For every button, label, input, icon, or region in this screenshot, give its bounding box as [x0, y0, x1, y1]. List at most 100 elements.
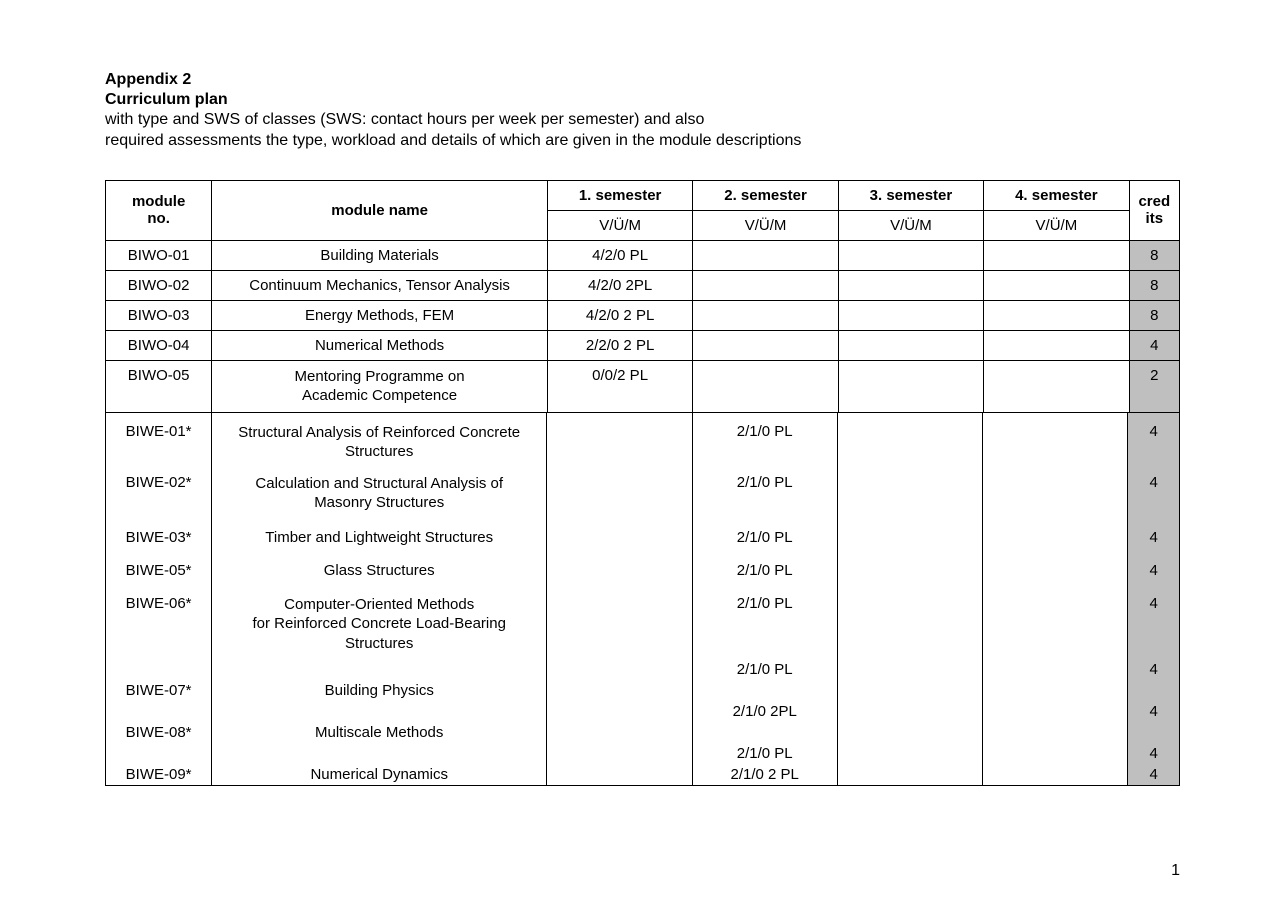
cell-sem2 [693, 300, 838, 330]
cell-module-no [106, 701, 212, 722]
cell-sem2: 2/1/0 PL [693, 519, 838, 552]
cell-module-no: BIWE-05* [106, 552, 212, 585]
cell-sem2: 2/1/0 PL [693, 552, 838, 585]
cell-module-name [212, 701, 547, 722]
cell-sem1: 4/2/0 2 PL [547, 300, 692, 330]
cell-sem1: 4/2/0 2PL [547, 270, 692, 300]
table-row: 2/1/0 PL4 [106, 743, 1179, 764]
col-credits: cred its [1129, 180, 1179, 240]
cell-module-no [106, 743, 212, 764]
table-row: BIWE-03*Timber and Lightweight Structure… [106, 519, 1179, 552]
cell-sem4 [984, 240, 1129, 270]
cell-module-name: Continuum Mechanics, Tensor Analysis [212, 270, 548, 300]
appendix-title: Appendix 2 [105, 70, 1180, 90]
cell-sem3 [838, 743, 983, 764]
cell-credits: 4 [1128, 585, 1179, 660]
table-row-block: BIWE-01*Structural Analysis of Reinforce… [106, 412, 1180, 786]
col-module-no: module no. [106, 180, 212, 240]
cell-sem2 [693, 330, 838, 360]
cell-sem3 [838, 722, 983, 743]
cell-sem2: 2/1/0 PL [693, 659, 838, 680]
header-line-1: with type and SWS of classes (SWS: conta… [105, 111, 704, 128]
cell-sem1 [547, 468, 692, 519]
cell-sem3 [838, 659, 983, 680]
table-row: 2/1/0 PL 4 [106, 659, 1179, 680]
col-sem3-vum: V/Ü/M [838, 210, 983, 240]
cell-sem4 [983, 764, 1128, 785]
cell-sem1 [547, 552, 692, 585]
col-module-name: module name [212, 180, 548, 240]
cell-credits: 4 [1128, 413, 1179, 468]
cell-sem2: 2/1/0 2 PL [693, 764, 838, 785]
table-row: BIWO-04 Numerical Methods 2/2/0 2 PL 4 [106, 330, 1180, 360]
col-sem1-vum: V/Ü/M [547, 210, 692, 240]
cell-sem1: 0/0/2 PL [547, 360, 692, 412]
cell-sem3 [838, 270, 983, 300]
cell-sem4 [983, 519, 1128, 552]
cell-sem1 [547, 680, 692, 701]
cell-sem2: 2/1/0 PL [693, 585, 838, 660]
cell-sem3 [838, 764, 983, 785]
cell-sem4 [984, 360, 1129, 412]
table-header: module no. module name 1. semester 2. se… [106, 180, 1180, 240]
cell-module-no: BIWE-06* [106, 585, 212, 660]
cell-credits: 4 [1128, 764, 1179, 785]
cell-module-no: BIWE-02* [106, 468, 212, 519]
col-sem2-vum: V/Ü/M [693, 210, 838, 240]
table-row: BIWO-05 Mentoring Programme onAcademic C… [106, 360, 1180, 412]
cell-module-no: BIWE-01* [106, 413, 212, 468]
cell-sem4 [984, 270, 1129, 300]
cell-sem1 [547, 519, 692, 552]
cell-credits: 8 [1129, 300, 1179, 330]
cell-sem4 [983, 743, 1128, 764]
cell-module-no: BIWO-01 [106, 240, 212, 270]
col-sem4: 4. semester [984, 180, 1129, 210]
cell-sem1: 2/2/0 2 PL [547, 330, 692, 360]
cell-sem3 [838, 701, 983, 722]
cell-sem2: 2/1/0 2PL [693, 701, 838, 722]
cell-sem4 [983, 585, 1128, 660]
cell-module-no [106, 659, 212, 680]
cell-module-name: Timber and Lightweight Structures [212, 519, 547, 552]
cell-sem3 [838, 468, 983, 519]
cell-credits: 4 [1128, 552, 1179, 585]
cell-sem2 [693, 360, 838, 412]
cell-sem4 [983, 413, 1128, 468]
cell-sem2: 2/1/0 PL [693, 413, 838, 468]
cell-credits: 4 [1128, 468, 1179, 519]
table-body: BIWO-01 Building Materials 4/2/0 PL 8 BI… [106, 240, 1180, 786]
cell-credits: 4 [1128, 659, 1179, 680]
cell-module-name [212, 743, 547, 764]
cell-sem4 [983, 468, 1128, 519]
col-sem3: 3. semester [838, 180, 983, 210]
cell-sem2 [693, 722, 838, 743]
cell-sem1 [547, 722, 692, 743]
cell-sem2: 2/1/0 PL [693, 468, 838, 519]
cell-sem1 [547, 743, 692, 764]
cell-sem4 [983, 680, 1128, 701]
col-credits-l2: its [1146, 210, 1164, 227]
cell-module-no: BIWO-02 [106, 270, 212, 300]
col-module-no-l1: module [132, 193, 185, 210]
cell-sem1 [547, 585, 692, 660]
cell-sem1 [547, 413, 692, 468]
cell-sem2: 2/1/0 PL [693, 743, 838, 764]
document-page: Appendix 2 Curriculum plan with type and… [0, 0, 1280, 816]
cell-sem3 [838, 300, 983, 330]
table-row: BIWE-01*Structural Analysis of Reinforce… [106, 413, 1179, 468]
biwe-block: BIWE-01*Structural Analysis of Reinforce… [106, 412, 1180, 786]
cell-module-no: BIWO-03 [106, 300, 212, 330]
header-line-2: required assessments the type, workload … [105, 132, 801, 149]
cell-sem3 [838, 519, 983, 552]
cell-module-no: BIWO-04 [106, 330, 212, 360]
cell-module-name: Energy Methods, FEM [212, 300, 548, 330]
cell-module-no: BIWE-08* [106, 722, 212, 743]
cell-sem3 [838, 585, 983, 660]
cell-credits: 4 [1128, 519, 1179, 552]
cell-sem1 [547, 659, 692, 680]
cell-module-name: Multiscale Methods [212, 722, 547, 743]
cell-module-name: Building Materials [212, 240, 548, 270]
header-description: with type and SWS of classes (SWS: conta… [105, 110, 1180, 152]
cell-sem3 [838, 680, 983, 701]
cell-sem2 [693, 240, 838, 270]
